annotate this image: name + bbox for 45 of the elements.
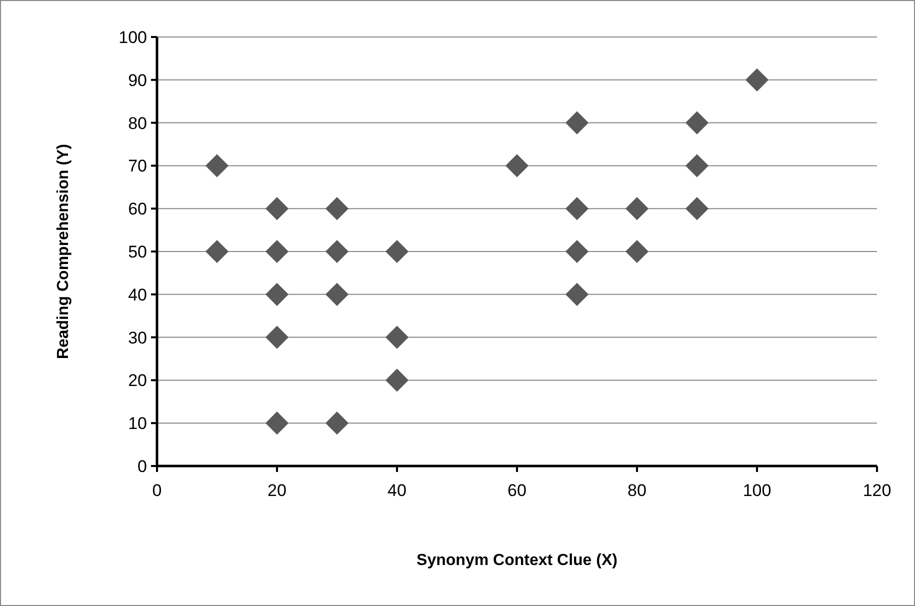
point <box>625 240 649 264</box>
point <box>325 240 349 264</box>
point <box>565 240 589 264</box>
y-tick-label: 20 <box>128 371 147 390</box>
y-tick-label: 80 <box>128 114 147 133</box>
y-tick-label: 50 <box>128 242 147 262</box>
point <box>325 412 349 435</box>
point <box>625 197 649 220</box>
point <box>385 326 409 349</box>
x-tick-label: 120 <box>862 481 892 500</box>
point <box>685 111 709 134</box>
y-tick-label: 60 <box>128 200 147 219</box>
point <box>565 197 589 220</box>
point <box>385 368 409 392</box>
point <box>565 282 589 306</box>
point <box>265 282 289 306</box>
x-axis-title: Synonym Context Clue (X) <box>416 552 618 569</box>
x-tick-label: 20 <box>268 481 286 500</box>
y-tick-label: 10 <box>128 414 147 434</box>
point <box>265 240 289 264</box>
point <box>385 240 409 264</box>
x-tick-label: 100 <box>742 481 772 500</box>
point <box>265 412 289 435</box>
point <box>325 282 349 306</box>
point <box>505 154 529 178</box>
point <box>265 326 289 349</box>
point <box>685 197 709 220</box>
point <box>685 154 709 178</box>
x-tick-label: 0 <box>152 481 162 500</box>
x-tick-label: 80 <box>628 481 646 500</box>
y-tick-label: 40 <box>128 285 147 304</box>
x-tick-label: 60 <box>508 481 526 500</box>
point <box>745 68 769 92</box>
y-tick-label: 70 <box>128 156 147 176</box>
point <box>205 240 229 264</box>
point <box>565 111 589 134</box>
y-tick-label: 90 <box>128 70 147 90</box>
y-tick-label: 0 <box>138 456 147 476</box>
point <box>265 197 289 220</box>
point <box>205 154 229 178</box>
x-tick-label: 40 <box>388 481 406 500</box>
point <box>325 197 349 220</box>
y-axis-title: Reading Comprehension (Y) <box>55 144 72 360</box>
y-tick-label: 100 <box>118 28 147 47</box>
y-tick-label: 30 <box>128 328 147 348</box>
